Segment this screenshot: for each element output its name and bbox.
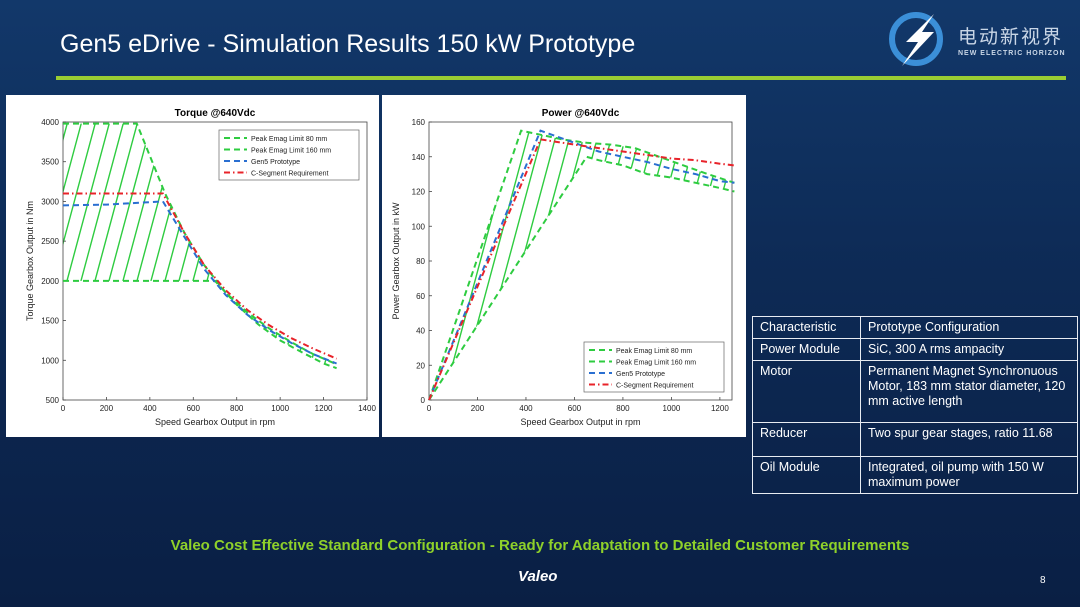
page-number: 8 [1040, 575, 1046, 586]
spec-value: Two spur gear stages, ratio 11.68 [860, 422, 1078, 457]
y-tick-label: 4000 [41, 118, 59, 127]
hatch-line [63, 123, 116, 369]
legend-label: Peak Emag Limit 80 mm [616, 348, 692, 355]
x-tick-label: 600 [187, 404, 201, 413]
y-tick-label: 120 [412, 188, 426, 197]
x-tick-label: 1000 [663, 404, 681, 413]
brand-logo [884, 8, 1074, 70]
spec-characteristic: Reducer [752, 422, 861, 457]
legend-label: Gen5 Prototype [616, 371, 665, 378]
hatch-line [382, 102, 383, 400]
y-tick-label: 80 [416, 257, 425, 266]
hatch-line [429, 131, 482, 400]
valeo-logo: Valeo [518, 568, 558, 585]
x-tick-label: 1400 [358, 404, 376, 413]
spec-row: Power Module SiC, 300 A rms ampacity [752, 338, 1078, 361]
hatch-line [382, 102, 425, 400]
spec-value: Permanent Magnet Synchronuous Motor, 183… [860, 360, 1078, 423]
legend-label: Gen5 Prototype [251, 159, 300, 166]
spec-characteristic: Motor [752, 360, 861, 423]
spec-header-cell: Prototype Configuration [860, 316, 1078, 339]
prototype-spec-table: Characteristic Prototype Configuration P… [752, 316, 1078, 494]
legend-label: Peak Emag Limit 80 mm [251, 136, 327, 143]
y-tick-label: 3500 [41, 158, 59, 167]
y-tick-label: 20 [416, 361, 425, 370]
x-tick-label: 1200 [711, 404, 729, 413]
title-underline [56, 76, 1066, 80]
y-tick-label: 40 [416, 327, 425, 336]
y-tick-label: 2500 [41, 237, 59, 246]
tagline: Valeo Cost Effective Standard Configurat… [170, 537, 910, 554]
legend-label: Peak Emag Limit 160 mm [251, 148, 331, 155]
legend-label: C-Segment Requirement [616, 383, 693, 390]
y-tick-label: 1500 [41, 317, 59, 326]
spec-row: Reducer Two spur gear stages, ratio 11.6… [752, 422, 1078, 457]
spec-row: Motor Permanent Magnet Synchronuous Moto… [752, 360, 1078, 423]
x-tick-label: 1000 [271, 404, 289, 413]
slide-title: Gen5 eDrive - Simulation Results 150 kW … [60, 30, 636, 58]
torque-chart: Torque @640Vdc 0 200 400 600 800 1000 1200 1400 5… [6, 102, 379, 427]
series-line [428, 138, 735, 401]
lightning-globe-icon [889, 12, 943, 66]
y-tick-label: 0 [421, 396, 426, 405]
spec-row: Oil Module Integrated, oil pump with 150… [752, 456, 1078, 494]
y-tick-label: 500 [46, 396, 60, 405]
chart-title: Power @640Vdc [542, 108, 620, 119]
hatch-line [6, 102, 17, 400]
x-tick-label: 0 [61, 404, 66, 413]
y-tick-label: 2000 [41, 277, 59, 286]
x-tick-label: 400 [519, 404, 533, 413]
spec-value: SiC, 300 A rms ampacity [860, 338, 1078, 361]
torque-chart-panel: Torque @640Vdc 0 200 400 600 800 1000 1200 1400 5… [6, 95, 379, 437]
power-chart: Power @640Vdc 0 200 400 600 800 1000 1200 0 20 40 6… [382, 102, 746, 427]
series-line [63, 279, 337, 370]
x-axis-label: Speed Gearbox Output in rpm [155, 417, 275, 427]
y-tick-label: 3000 [41, 197, 59, 206]
x-tick-label: 200 [471, 404, 485, 413]
spec-characteristic: Power Module [752, 338, 861, 361]
logo-chinese-text: 电动新视界 [958, 26, 1064, 48]
hatch-line [63, 123, 88, 369]
x-tick-label: 600 [568, 404, 582, 413]
hatch-line [722, 131, 735, 400]
x-tick-label: 0 [427, 404, 432, 413]
y-tick-label: 1000 [41, 356, 59, 365]
hatch-line [63, 123, 130, 369]
spec-header-row: Characteristic Prototype Configuration [752, 316, 1078, 339]
chart-title: Torque @640Vdc [175, 108, 256, 119]
legend-label: Peak Emag Limit 160 mm [616, 360, 696, 367]
series-line [63, 192, 337, 360]
series-line [428, 155, 735, 401]
hatch-line [737, 102, 746, 400]
y-axis-label: Power Gearbox Output in kW [391, 202, 401, 320]
series-line [63, 122, 337, 366]
series-line [428, 129, 735, 401]
x-tick-label: 200 [100, 404, 114, 413]
hatch-line [357, 102, 379, 400]
power-chart-panel: Power @640Vdc 0 200 400 600 800 1000 1200 0 20 40 6… [382, 95, 746, 437]
y-tick-label: 100 [412, 222, 426, 231]
plot-frame [62, 121, 368, 401]
x-tick-label: 800 [230, 404, 244, 413]
spec-characteristic: Oil Module [752, 456, 861, 494]
x-tick-label: 800 [616, 404, 630, 413]
series-line [428, 129, 735, 401]
series-line [62, 200, 337, 365]
y-tick-label: 140 [412, 153, 426, 162]
logo-english-text: NEW ELECTRIC HORIZON [958, 50, 1066, 57]
hatch-line [63, 123, 102, 369]
y-axis-label: Torque Gearbox Output in Nm [25, 201, 35, 321]
x-tick-label: 400 [143, 404, 157, 413]
x-tick-label: 1200 [315, 404, 333, 413]
spec-value: Integrated, oil pump with 150 W maximum … [860, 456, 1078, 494]
y-tick-label: 160 [412, 118, 426, 127]
x-axis-label: Speed Gearbox Output in rpm [520, 417, 640, 427]
spec-header-cell: Characteristic [752, 316, 861, 339]
legend-label: C-Segment Requirement [251, 171, 328, 178]
hatch-line [371, 102, 379, 400]
y-tick-label: 60 [416, 292, 425, 301]
